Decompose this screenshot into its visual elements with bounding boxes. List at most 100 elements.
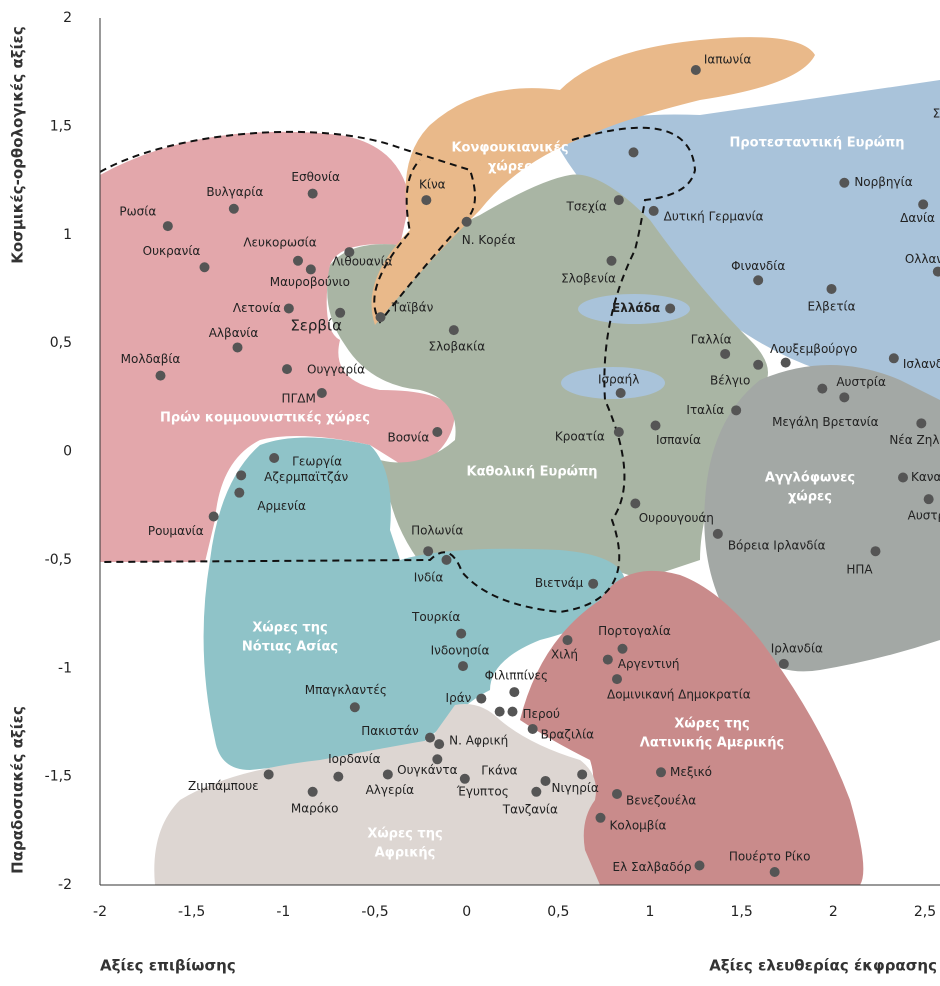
point (333, 771, 344, 782)
region-label: Αγγλόφωνες (765, 471, 855, 486)
y-tick-label: 0 (63, 444, 72, 460)
point-label: Κροατία (555, 429, 605, 443)
point (507, 706, 518, 717)
point-label: Φιλιππίνες (485, 669, 548, 683)
point (613, 426, 624, 437)
y-tick-label: -1 (58, 660, 72, 676)
point-label: Ιρλανδία (771, 641, 823, 655)
point-label: Τουρκία (411, 610, 460, 624)
point (888, 353, 899, 364)
point-label: Ιταλία (686, 403, 724, 417)
point-label: Βοσνία (387, 430, 429, 444)
point (769, 866, 780, 877)
point-label: Αργεντινή (618, 657, 680, 671)
point-label: Ιαπωνία (704, 53, 751, 67)
point-label: Ελβετία (807, 299, 855, 313)
boundary (99, 130, 476, 324)
point (307, 188, 318, 199)
point-label: Ελ Σαλβαδόρ (613, 860, 692, 874)
point (612, 674, 622, 685)
point-label: Ρωσία (119, 205, 156, 219)
point-label: Αυστρία (836, 375, 886, 389)
point-label: Γκάνα (481, 763, 517, 777)
region-label: Νότιας Ασίας (242, 640, 338, 655)
point-label: Πακιστάν (361, 724, 419, 738)
point-label: Ρουμανία (148, 524, 204, 538)
point (349, 702, 360, 713)
region-label: Καθολική Ευρώπη (467, 465, 598, 480)
point-label: Έγυπτος (456, 784, 509, 798)
point-label: Μολδαβία (121, 352, 181, 366)
point-label: Ουρουγουάη (639, 511, 714, 525)
point (731, 405, 742, 416)
point-label: Λετονία (233, 301, 281, 315)
point (441, 554, 452, 565)
point (753, 275, 764, 286)
point-label: Βιετνάμ (535, 576, 584, 590)
point-label: Σλοβακία (429, 340, 486, 354)
point (753, 359, 764, 370)
point-label: Βέλγιο (710, 373, 750, 387)
point (613, 195, 624, 206)
x-tick-label: -1 (276, 904, 290, 920)
point (448, 325, 459, 336)
point (648, 205, 659, 216)
point-label: Ιορδανία (328, 752, 381, 766)
x-tick-label: 0,5 (547, 904, 569, 920)
y-tick-label: -0,5 (45, 552, 72, 568)
point-label: Αυστραλία (908, 509, 940, 523)
point (540, 775, 551, 786)
region-label: Χώρες της (367, 827, 442, 842)
point (826, 283, 837, 294)
region-label: χώρες (488, 160, 532, 175)
x-tick-label: -2 (93, 904, 107, 920)
point-label: Ν. Κορέα (462, 233, 516, 247)
point (423, 546, 434, 557)
point-label: Κίνα (419, 178, 446, 192)
point-label: Ινδονησία (431, 644, 490, 658)
region-shape (203, 437, 626, 770)
point-label: Ουγγαρία (307, 363, 365, 377)
point (630, 498, 641, 509)
x-tick-label: 2 (829, 904, 838, 920)
region-label: Προτεσταντική Ευρώπη (729, 136, 904, 151)
point-label: Μαρόκο (291, 801, 339, 815)
point (615, 387, 626, 398)
point (208, 511, 219, 522)
point-label: Λευκορωσία (243, 235, 316, 249)
point-label: Γεωργία (292, 455, 342, 469)
region-label: Αφρικής (375, 846, 436, 861)
y-tick-label: 1 (63, 227, 72, 243)
point-label: Γαλλία (691, 332, 732, 346)
point-label: ΗΠΑ (846, 563, 873, 577)
point (459, 773, 470, 784)
region-label: χώρες (788, 490, 832, 505)
point-label: Ιράν (446, 691, 472, 705)
point (562, 635, 573, 646)
point-label: Μεγάλη Βρετανία (772, 415, 879, 429)
region-label: Χώρες της (252, 621, 327, 636)
point (665, 303, 676, 314)
point-label: Μεξικό (670, 765, 712, 779)
point (509, 687, 520, 698)
point-label: Μαυροβούνιο (270, 275, 350, 289)
region-shape (560, 80, 940, 440)
point (617, 643, 628, 654)
point (606, 255, 617, 266)
point (588, 578, 599, 589)
point-label: Ισραήλ (598, 372, 639, 386)
point-label: Νέα Ζηλανδία (889, 433, 940, 447)
point-label: Αλγερία (366, 783, 415, 797)
point-label: Αρμενία (257, 499, 306, 513)
regions (99, 37, 940, 885)
point (344, 247, 355, 258)
point (434, 739, 445, 750)
point (712, 528, 723, 539)
point (375, 312, 386, 323)
region-label: Χώρες της (674, 717, 749, 732)
point (432, 426, 443, 437)
region-label: Κονφουκιανικές (451, 141, 568, 156)
y-tick-label: -1,5 (45, 769, 72, 785)
x-tick-label: 1 (646, 904, 655, 920)
